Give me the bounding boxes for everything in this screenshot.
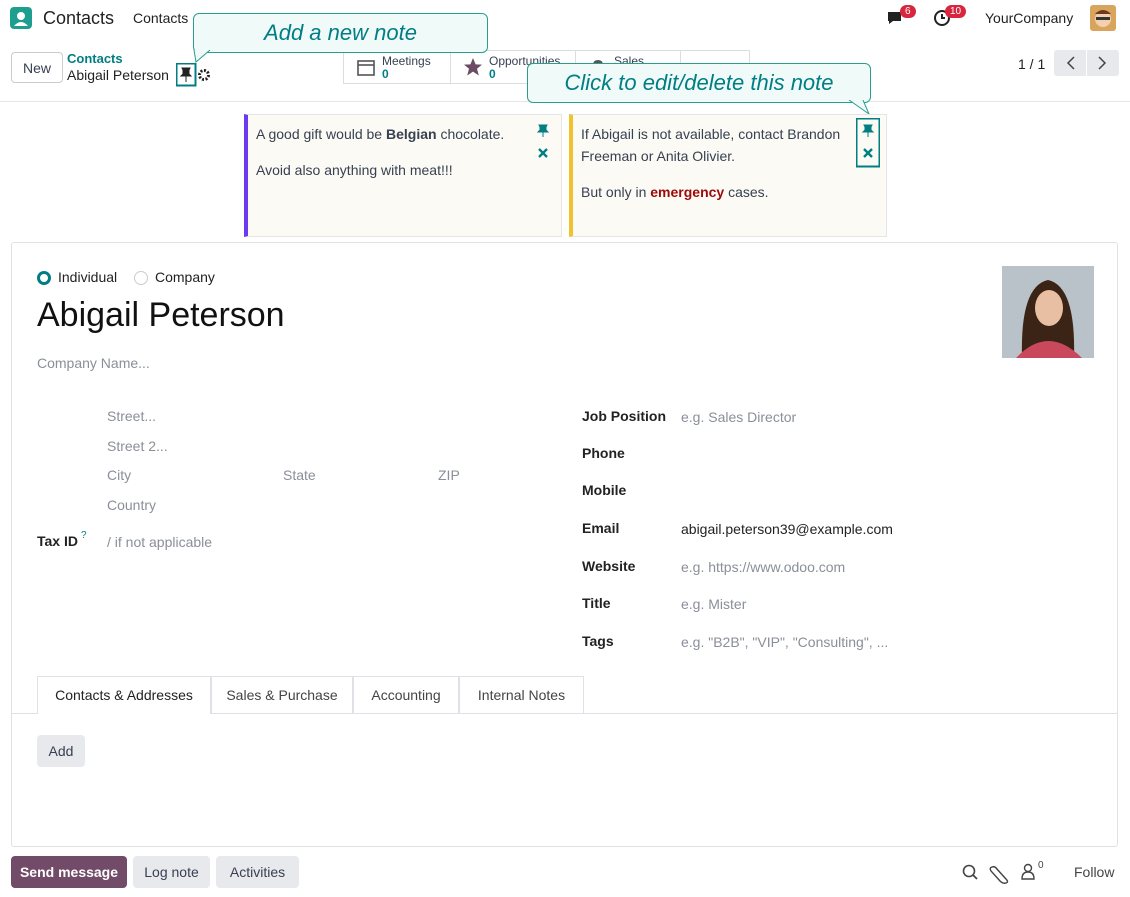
field-label: Website [582,558,636,574]
breadcrumb-parent[interactable]: Contacts [67,51,123,66]
smart-button-icon [464,58,482,76]
radio-label[interactable]: Individual [58,269,118,285]
note-actions[interactable] [856,118,880,168]
notebook-tab[interactable]: Contacts & Addresses [37,676,211,714]
app-name[interactable]: Contacts [43,8,115,28]
radio[interactable] [37,271,51,285]
notebook-tab[interactable]: Internal Notes [459,676,584,713]
breadcrumb-current: Abigail Peterson [67,67,169,83]
company-input[interactable]: Company Name... [37,355,150,371]
note-paragraph: Avoid also anything with meat!!! [256,159,527,181]
help-tooltip[interactable]: ? [81,530,87,541]
field-input[interactable]: e.g. Sales Director [681,409,797,425]
field-input[interactable]: e.g. Mister [681,596,747,612]
radio[interactable] [134,271,148,285]
add-button[interactable]: Add [37,735,85,767]
smart-button-count: 0 [489,67,496,81]
company-switcher[interactable]: YourCompany [985,10,1074,26]
messages-icon[interactable] [886,9,906,27]
tabs-line [12,713,1118,714]
callout: Add a new note [193,13,488,53]
followers-count: 0 [1038,860,1044,871]
new-button[interactable]: New [11,52,63,83]
zip-input[interactable]: ZIP [438,467,460,483]
note-paragraph: A good gift would be Belgian chocolate. [256,123,527,145]
chatter-icons[interactable] [960,862,1050,884]
field-label: Mobile [582,482,627,498]
note-text: cases. [724,184,769,200]
notebook-tab[interactable]: Sales & Purchase [211,676,353,713]
note-text: chocolate. [436,126,505,142]
smart-button[interactable]: Meetings 0 [344,51,451,83]
field-label: Tax ID [37,533,78,549]
pager-buttons[interactable] [1054,50,1119,76]
partner-photo[interactable] [1002,266,1094,358]
field-label: Job Position [582,408,666,424]
field-input[interactable]: e.g. "B2B", "VIP", "Consulting", ... [681,634,889,650]
chatter-button[interactable]: Send message [11,856,127,888]
smart-button-count: 0 [382,67,389,81]
note-text: Avoid also anything with meat!!! [256,162,453,178]
state-input[interactable]: State [283,467,316,483]
street-input[interactable]: Street... [107,408,157,424]
pager: 1 / 1 [1018,56,1046,72]
field-label: Title [582,595,611,611]
navbar: Contacts Contacts 6 10 YourCompany [0,0,1130,36]
field-label: Tags [582,633,614,649]
form-sheet [11,242,1118,847]
smart-button-icon [357,60,375,76]
callout-tail [193,50,211,63]
user-avatar[interactable] [1090,5,1116,31]
street2-input[interactable]: Street 2... [107,438,168,454]
note-text: If Abigail is not available, contact Bra… [581,126,841,164]
note-text: Belgian [386,126,437,142]
note-paragraph: But only in emergency cases. [581,181,852,203]
city-input[interactable]: City [107,467,132,483]
callout: Click to edit/delete this note [527,63,871,103]
note-text: emergency [650,184,725,200]
notebook-tab[interactable]: Accounting [353,676,459,713]
country-input[interactable]: Country [107,497,157,513]
sticky-note: A good gift would be Belgian chocolate. A… [244,114,562,237]
chatter-button[interactable]: Log note [133,856,210,888]
smart-button-label: Meetings [382,54,431,68]
radio-label[interactable]: Company [155,269,215,285]
tax-id-input[interactable]: / if not applicable [107,534,213,550]
messages-badge: 6 [900,5,916,18]
record-actions [176,63,210,87]
note-text: A good gift would be [256,126,386,142]
field-value[interactable]: abigail.peterson39@example.com [681,521,893,537]
activities-icon[interactable] [933,9,951,27]
chatter-button[interactable]: Activities [216,856,299,888]
app-icon [10,7,32,29]
field-input[interactable]: e.g. https://www.odoo.com [681,559,846,575]
follow-button[interactable]: Follow [1074,864,1115,880]
field-label: Phone [582,445,625,461]
note-text: But only in [581,184,651,200]
note-paragraph: If Abigail is not available, contact Bra… [581,123,852,167]
activities-badge: 10 [945,5,967,18]
partner-name[interactable]: Abigail Peterson [37,296,285,334]
note-actions[interactable] [531,118,555,168]
menu-item[interactable]: Contacts [133,10,189,26]
field-label: Email [582,520,620,536]
sticky-note: If Abigail is not available, contact Bra… [569,114,887,237]
